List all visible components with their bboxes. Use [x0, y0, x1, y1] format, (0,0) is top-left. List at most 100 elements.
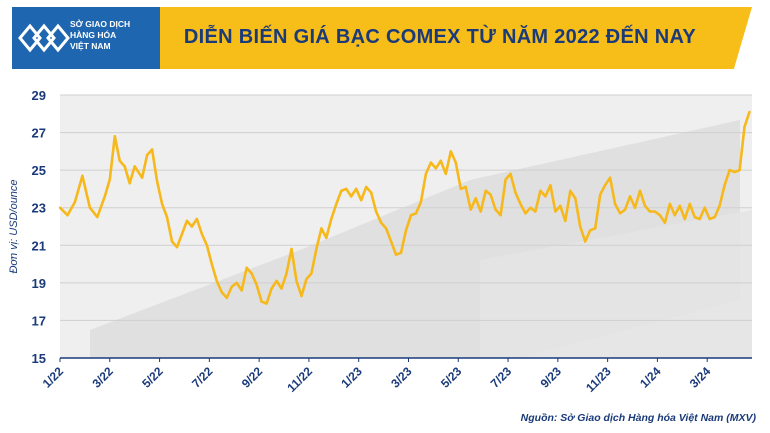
series-line-0	[59, 111, 751, 305]
data-point	[544, 195, 547, 198]
y-tick-label: 21	[32, 238, 46, 253]
data-point	[479, 210, 482, 213]
data-point	[73, 200, 77, 204]
data-point	[673, 214, 676, 217]
data-point	[509, 172, 512, 176]
data-point	[128, 182, 131, 185]
data-point	[399, 251, 403, 254]
data-point	[589, 229, 592, 232]
data-point	[335, 202, 338, 206]
data-point	[88, 206, 92, 209]
x-tick-label: 5/22	[139, 364, 166, 391]
data-point	[534, 210, 537, 213]
y-tick-label: 25	[32, 163, 46, 178]
data-point	[469, 208, 472, 211]
x-tick-label: 3/24	[687, 364, 714, 391]
data-point	[330, 217, 333, 221]
x-tick-label: 11/22	[284, 364, 315, 395]
data-point	[549, 184, 552, 187]
data-point	[225, 296, 228, 300]
data-point	[160, 202, 164, 206]
data-point	[713, 215, 716, 219]
data-point	[305, 277, 308, 281]
data-point	[66, 214, 69, 217]
data-point	[205, 244, 209, 247]
data-point	[285, 272, 288, 275]
logo-mark-icon	[18, 23, 70, 53]
data-point	[175, 246, 179, 249]
data-point	[133, 165, 136, 168]
data-point	[295, 279, 298, 283]
x-tick-label: 1/24	[637, 364, 664, 391]
data-point	[733, 170, 736, 174]
data-point	[310, 272, 313, 275]
data-point	[200, 232, 204, 236]
background-chart-paper-shape	[480, 210, 752, 358]
data-point	[693, 215, 696, 219]
data-point	[280, 287, 283, 290]
data-point	[594, 227, 597, 230]
data-point	[118, 159, 121, 162]
y-tick-label: 27	[32, 126, 46, 141]
data-point	[265, 302, 268, 305]
data-point	[728, 168, 731, 172]
x-tick-label: 7/22	[189, 364, 216, 391]
data-point	[185, 219, 189, 223]
data-point	[738, 168, 741, 172]
data-point	[554, 210, 557, 213]
data-point	[58, 206, 62, 209]
y-tick-label: 29	[32, 88, 46, 103]
data-point	[643, 204, 647, 207]
logo-line-1: SỞ GIAO DỊCH	[70, 19, 131, 29]
data-point	[529, 206, 532, 209]
y-tick-label: 17	[32, 313, 46, 328]
data-point	[723, 184, 726, 187]
data-point	[150, 148, 154, 151]
data-point	[748, 110, 751, 114]
data-point	[499, 214, 502, 217]
data-point	[320, 227, 323, 230]
data-point	[345, 187, 348, 191]
data-point	[384, 227, 388, 230]
data-point	[613, 202, 617, 206]
data-point	[688, 202, 691, 206]
data-point	[165, 215, 169, 219]
y-axis-title: Đơn vị: USD/ounce	[8, 179, 20, 273]
data-point	[370, 191, 373, 194]
chart-title: DIỄN BIẾN GIÁ BẠC COMEX TỪ NĂM 2022 ĐẾN …	[183, 26, 697, 48]
data-point	[220, 291, 223, 294]
data-point	[170, 240, 174, 243]
data-point	[424, 172, 428, 176]
data-point	[290, 247, 293, 251]
data-point	[409, 214, 413, 217]
data-point	[195, 217, 199, 221]
data-point	[210, 262, 213, 266]
data-point	[374, 210, 378, 213]
x-tick-label: 5/23	[438, 364, 465, 391]
data-point	[628, 195, 632, 198]
data-point	[439, 159, 442, 162]
logo: SỞ GIAO DỊCH HÀNG HÓA VIỆT NAM	[12, 7, 160, 69]
data-point	[360, 199, 363, 202]
data-point	[215, 279, 218, 283]
data-point	[235, 281, 238, 285]
data-point	[404, 229, 408, 232]
data-point	[145, 153, 149, 157]
data-point	[494, 208, 497, 211]
data-point	[703, 206, 706, 209]
data-point	[123, 165, 126, 168]
data-point	[599, 193, 602, 196]
data-point	[504, 178, 507, 181]
data-point	[464, 185, 467, 189]
data-point	[663, 221, 667, 224]
logo-line-3: VIỆT NAM	[70, 41, 111, 51]
data-point	[190, 225, 194, 228]
data-point	[255, 283, 258, 286]
y-tick-label: 23	[32, 201, 46, 216]
x-tick-label: 3/22	[89, 364, 116, 391]
data-point	[489, 193, 492, 196]
data-point	[618, 212, 622, 215]
data-point	[275, 279, 278, 283]
data-point	[648, 210, 652, 213]
data-point	[569, 189, 572, 192]
